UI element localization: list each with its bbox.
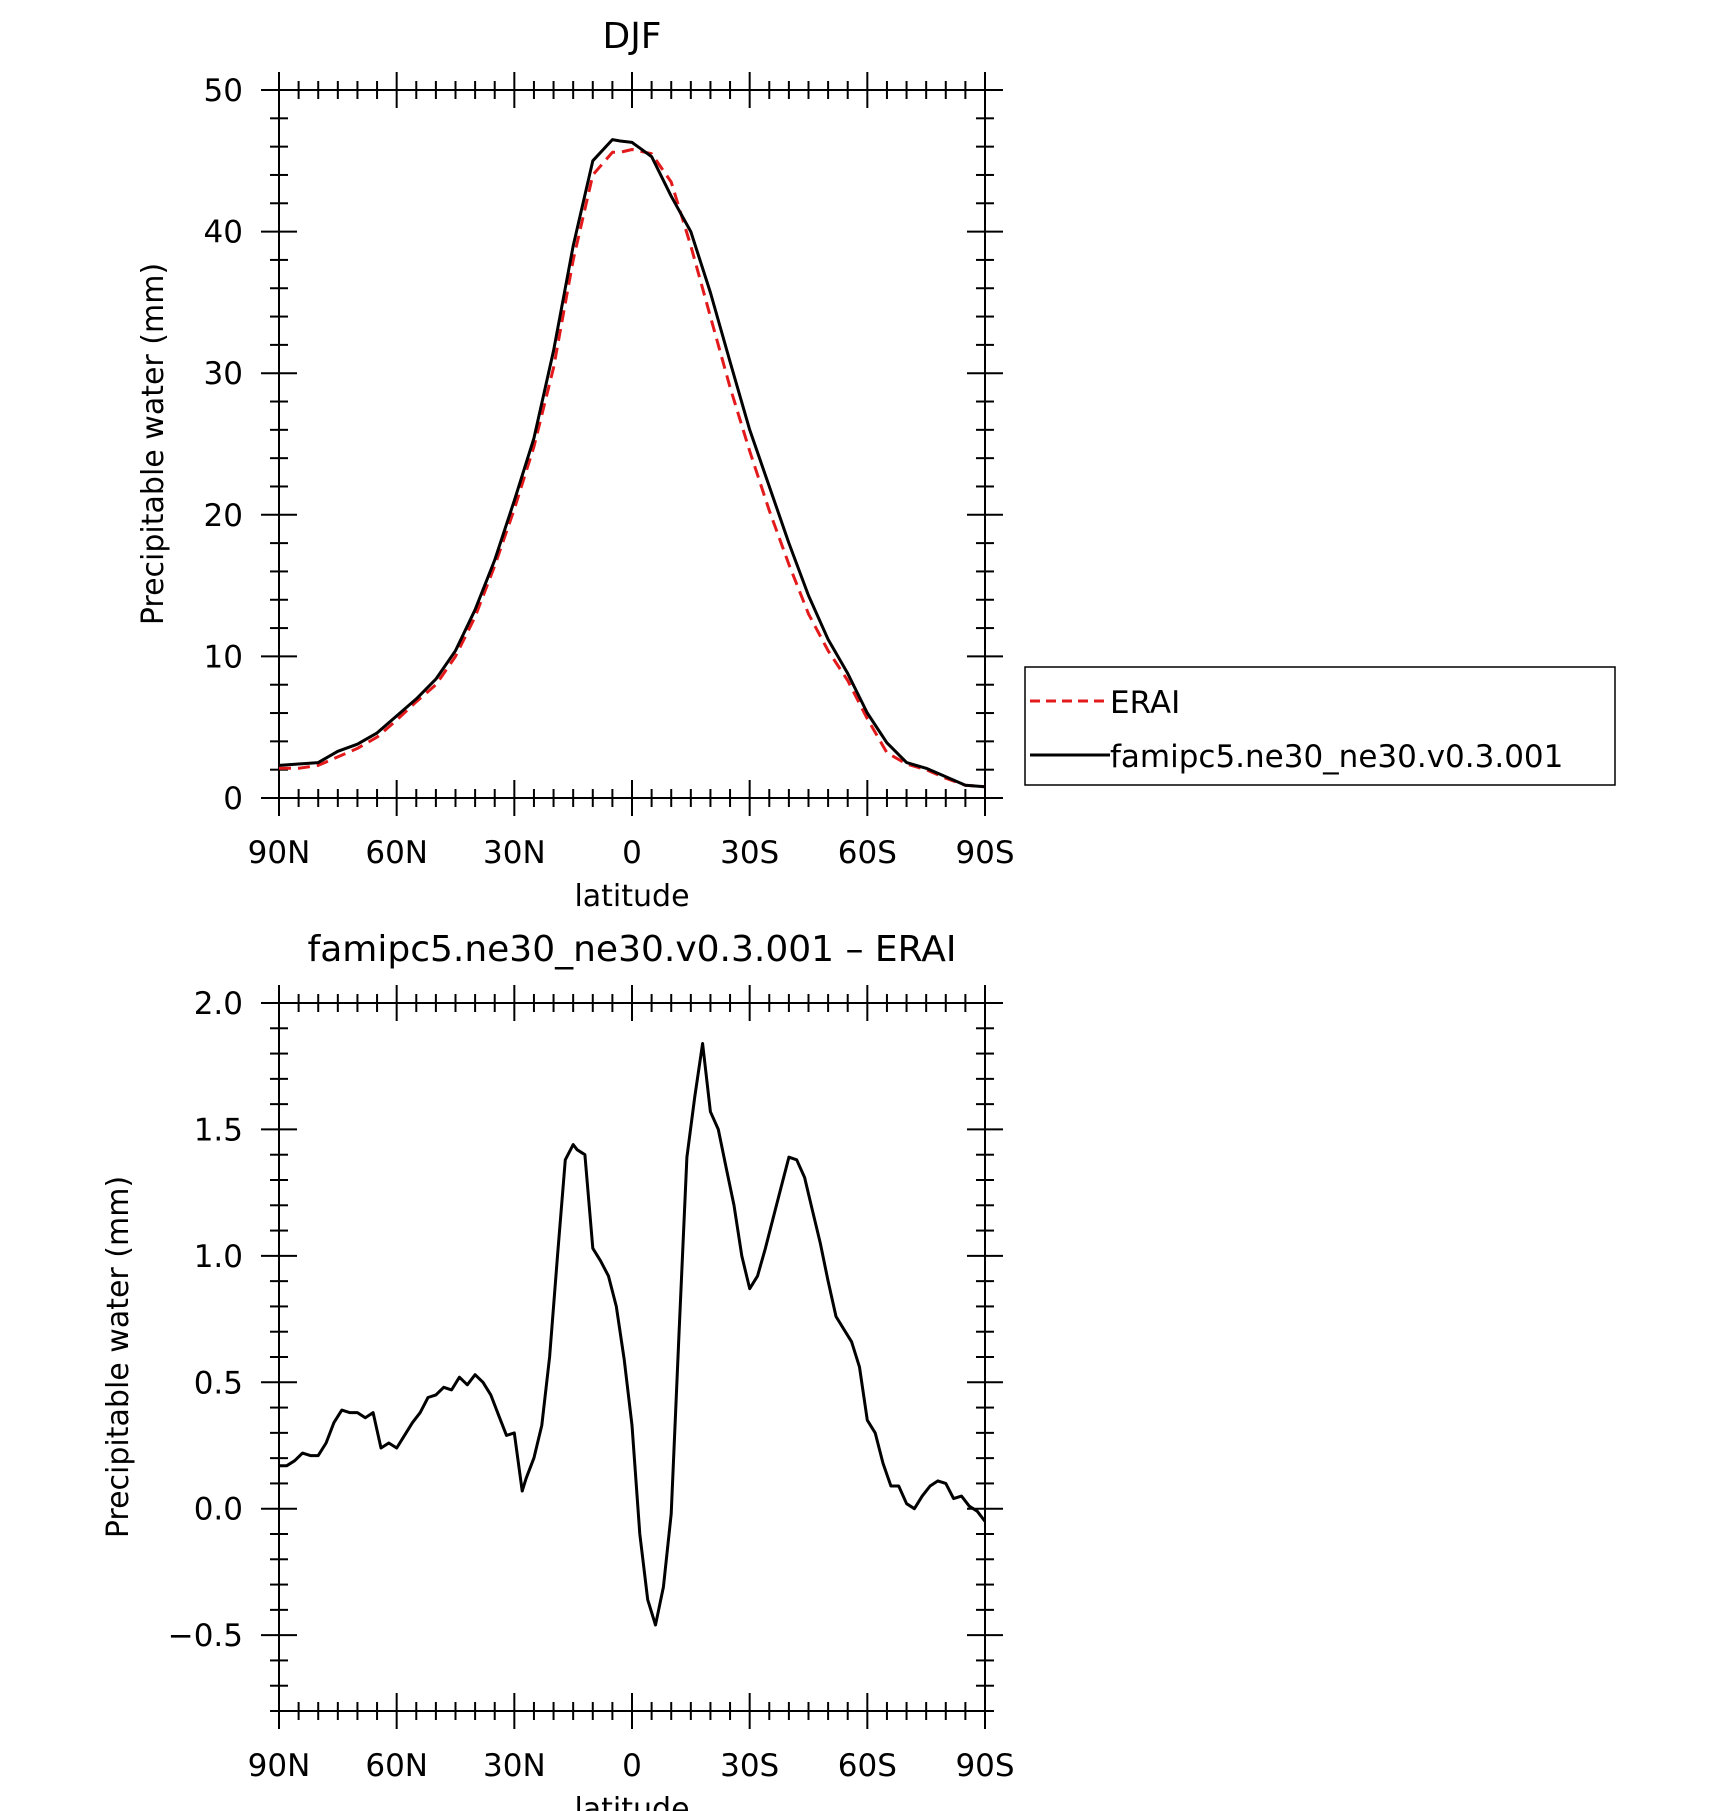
y-tick-label: 1.0 (194, 1239, 243, 1275)
x-tick-labels: 90N 60N 30N 0 30S 60S 90S (248, 1748, 1015, 1784)
series-lines (279, 1042, 987, 1627)
y-tick-labels: 0 10 20 30 40 50 (204, 73, 243, 817)
tick-marks (261, 985, 1003, 1729)
difference-line (279, 1042, 987, 1627)
legend: ERAI famipc5.ne30_ne30.v0.3.001 (1024, 666, 1616, 786)
x-tick-label: 90N (248, 835, 311, 871)
legend-box (1024, 666, 1616, 786)
y-tick-label: 10 (204, 639, 243, 675)
y-tick-label: 50 (204, 73, 243, 109)
y-tick-label: 40 (204, 215, 243, 251)
y-tick-label: 0.0 (194, 1492, 243, 1528)
x-tick-label: 30S (720, 1748, 779, 1784)
legend-label-model: famipc5.ne30_ne30.v0.3.001 (1110, 739, 1563, 775)
y-axis-title: Precipitable water (mm) (101, 1176, 136, 1538)
plot-frame (278, 1002, 986, 1712)
y-tick-label: 2.0 (194, 986, 243, 1022)
x-tick-label: 90S (955, 1748, 1014, 1784)
y-tick-label: 0.5 (194, 1365, 243, 1401)
x-axis-title: latitude (574, 1792, 689, 1811)
panel-difference: famipc5.ne30_ne30.v0.3.001 – ERAI 90N 60N… (101, 929, 1015, 1811)
x-tick-label: 60N (365, 835, 428, 871)
x-tick-label: 0 (622, 1748, 642, 1784)
chart-title: famipc5.ne30_ne30.v0.3.001 – ERAI (308, 929, 957, 970)
y-tick-label: −0.5 (168, 1618, 243, 1654)
panel-djf: DJF 90N 60N 30N 0 30S 60S 90S 0 10 20 30 40 50 lati… (136, 16, 1015, 914)
plot-frame (278, 89, 986, 799)
series-line-model (278, 138, 986, 789)
y-axis-title: Precipitable water (mm) (136, 263, 171, 625)
x-axis-title: latitude (574, 879, 689, 914)
series-lines (278, 138, 986, 789)
legend-label-erai: ERAI (1110, 685, 1180, 721)
chart-title: DJF (602, 16, 661, 57)
x-tick-label: 60S (838, 835, 897, 871)
y-tick-label: 1.5 (194, 1112, 243, 1148)
x-tick-label: 60S (838, 1748, 897, 1784)
x-tick-label: 30S (720, 835, 779, 871)
x-tick-label: 90N (248, 1748, 311, 1784)
y-tick-label: 30 (204, 356, 243, 392)
x-tick-label: 30N (483, 835, 546, 871)
series-line-erai (279, 148, 986, 789)
y-tick-label: 0 (223, 781, 243, 817)
x-tick-label: 60N (365, 1748, 428, 1784)
tick-marks (261, 72, 1003, 816)
x-tick-label: 0 (622, 835, 642, 871)
x-tick-labels: 90N 60N 30N 0 30S 60S 90S (248, 835, 1015, 871)
y-tick-label: 20 (204, 498, 243, 534)
x-tick-label: 30N (483, 1748, 546, 1784)
x-tick-label: 90S (955, 835, 1014, 871)
y-tick-labels: −0.5 0.0 0.5 1.0 1.5 2.0 (168, 986, 243, 1654)
